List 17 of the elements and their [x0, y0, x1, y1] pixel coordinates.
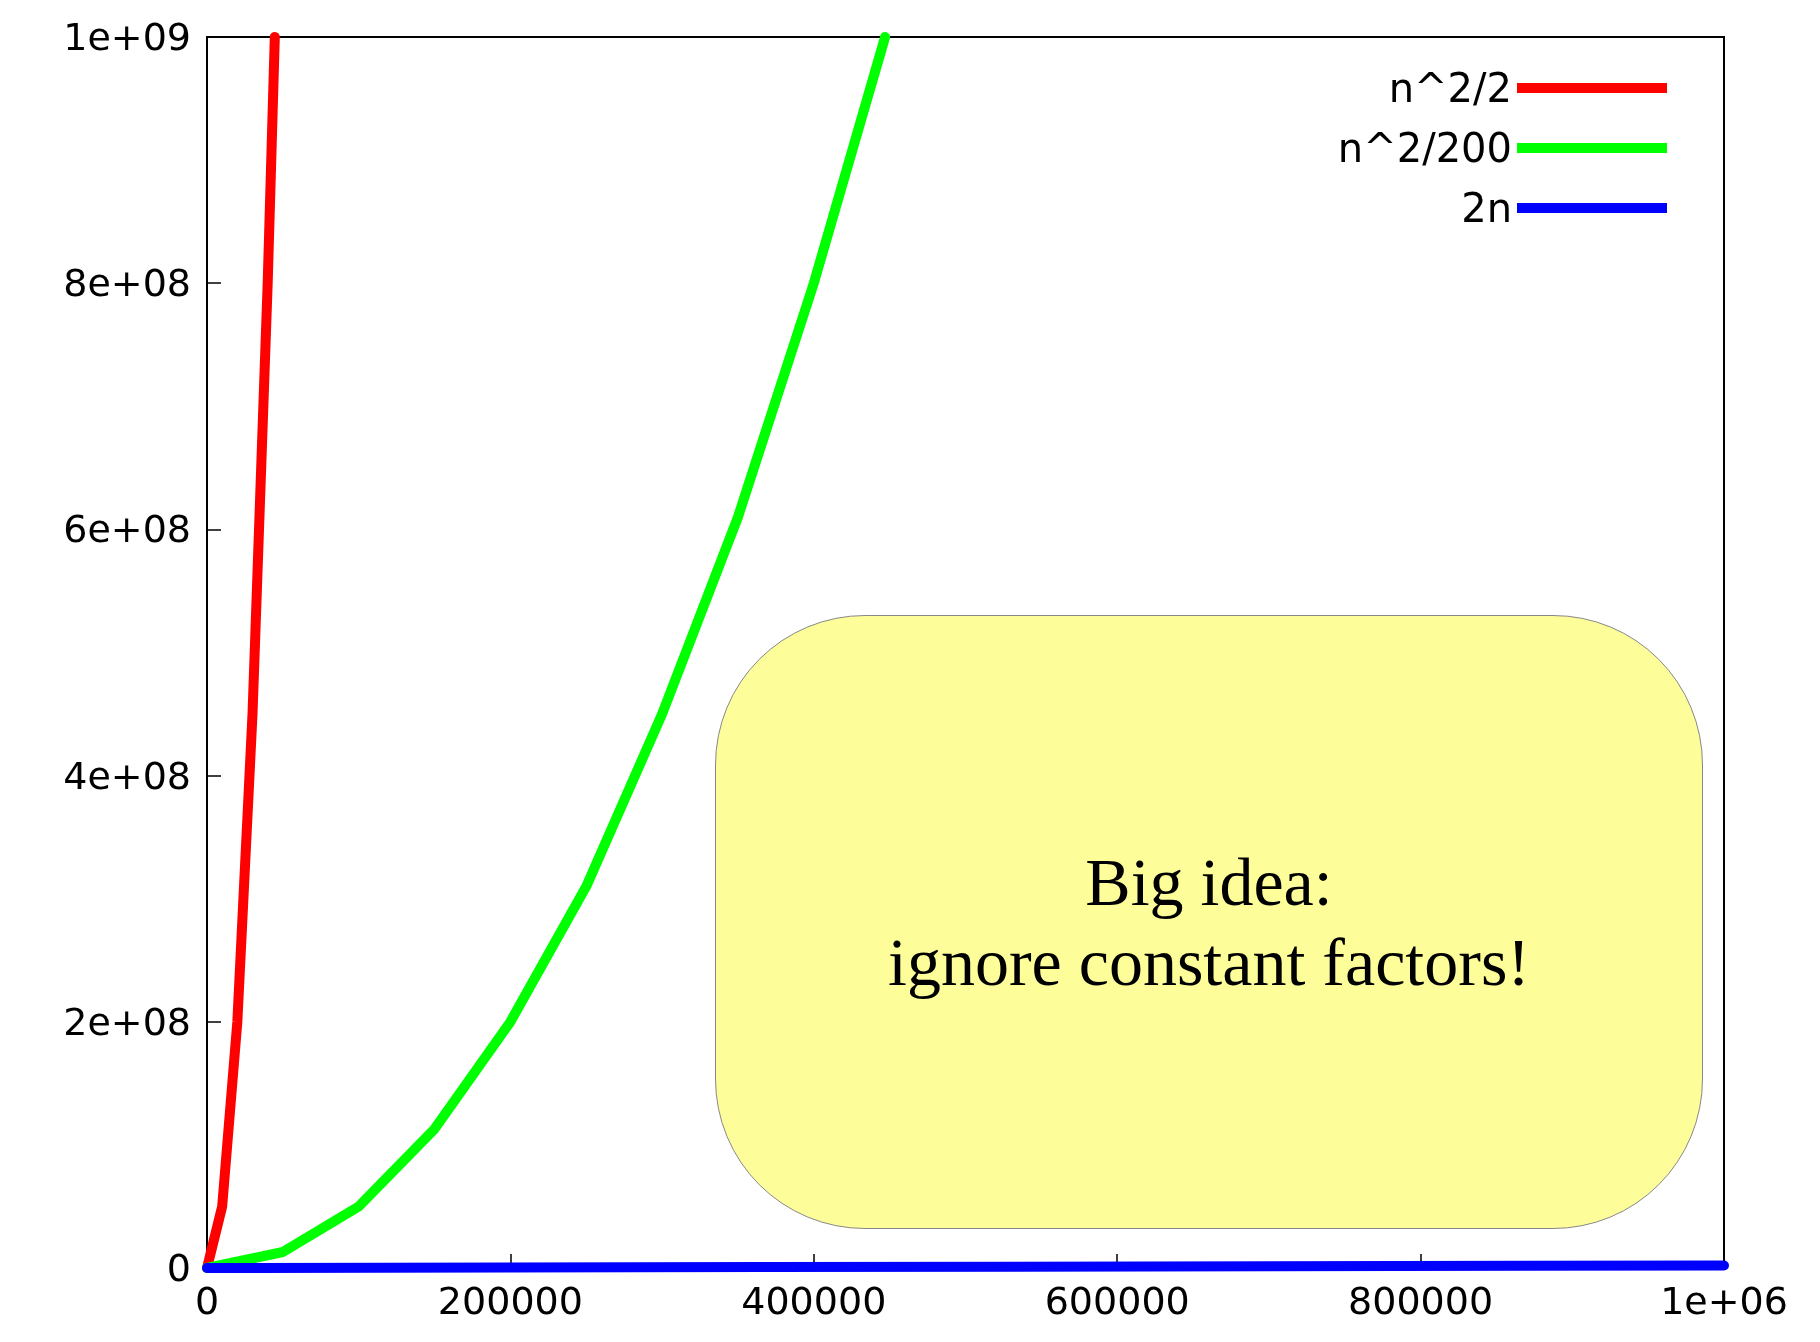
legend-label: 2n: [1461, 185, 1512, 231]
callout-box: Big idea: ignore constant factors!: [715, 615, 1703, 1229]
legend-label: n^2/200: [1337, 125, 1512, 171]
annotation: Big idea: ignore constant factors!: [888, 843, 1530, 1002]
x-tick-label: 800000: [1348, 1279, 1494, 1323]
y-tick-label: 0: [166, 1246, 191, 1290]
x-tick-label: 0: [194, 1279, 220, 1323]
y-tick-label: 2e+08: [63, 999, 191, 1044]
x-tick-label: 400000: [741, 1279, 887, 1323]
x-tick-label: 600000: [1044, 1279, 1190, 1323]
y-tick-label: 1e+09: [63, 15, 191, 59]
legend-label: n^2/2: [1388, 65, 1512, 111]
y-tick-label: 6e+08: [63, 507, 191, 552]
x-tick-label: 200000: [437, 1279, 583, 1323]
x-tick-label: 1e+06: [1660, 1279, 1788, 1323]
y-tick-label: 8e+08: [63, 261, 191, 306]
y-tick-label: 4e+08: [63, 753, 191, 798]
